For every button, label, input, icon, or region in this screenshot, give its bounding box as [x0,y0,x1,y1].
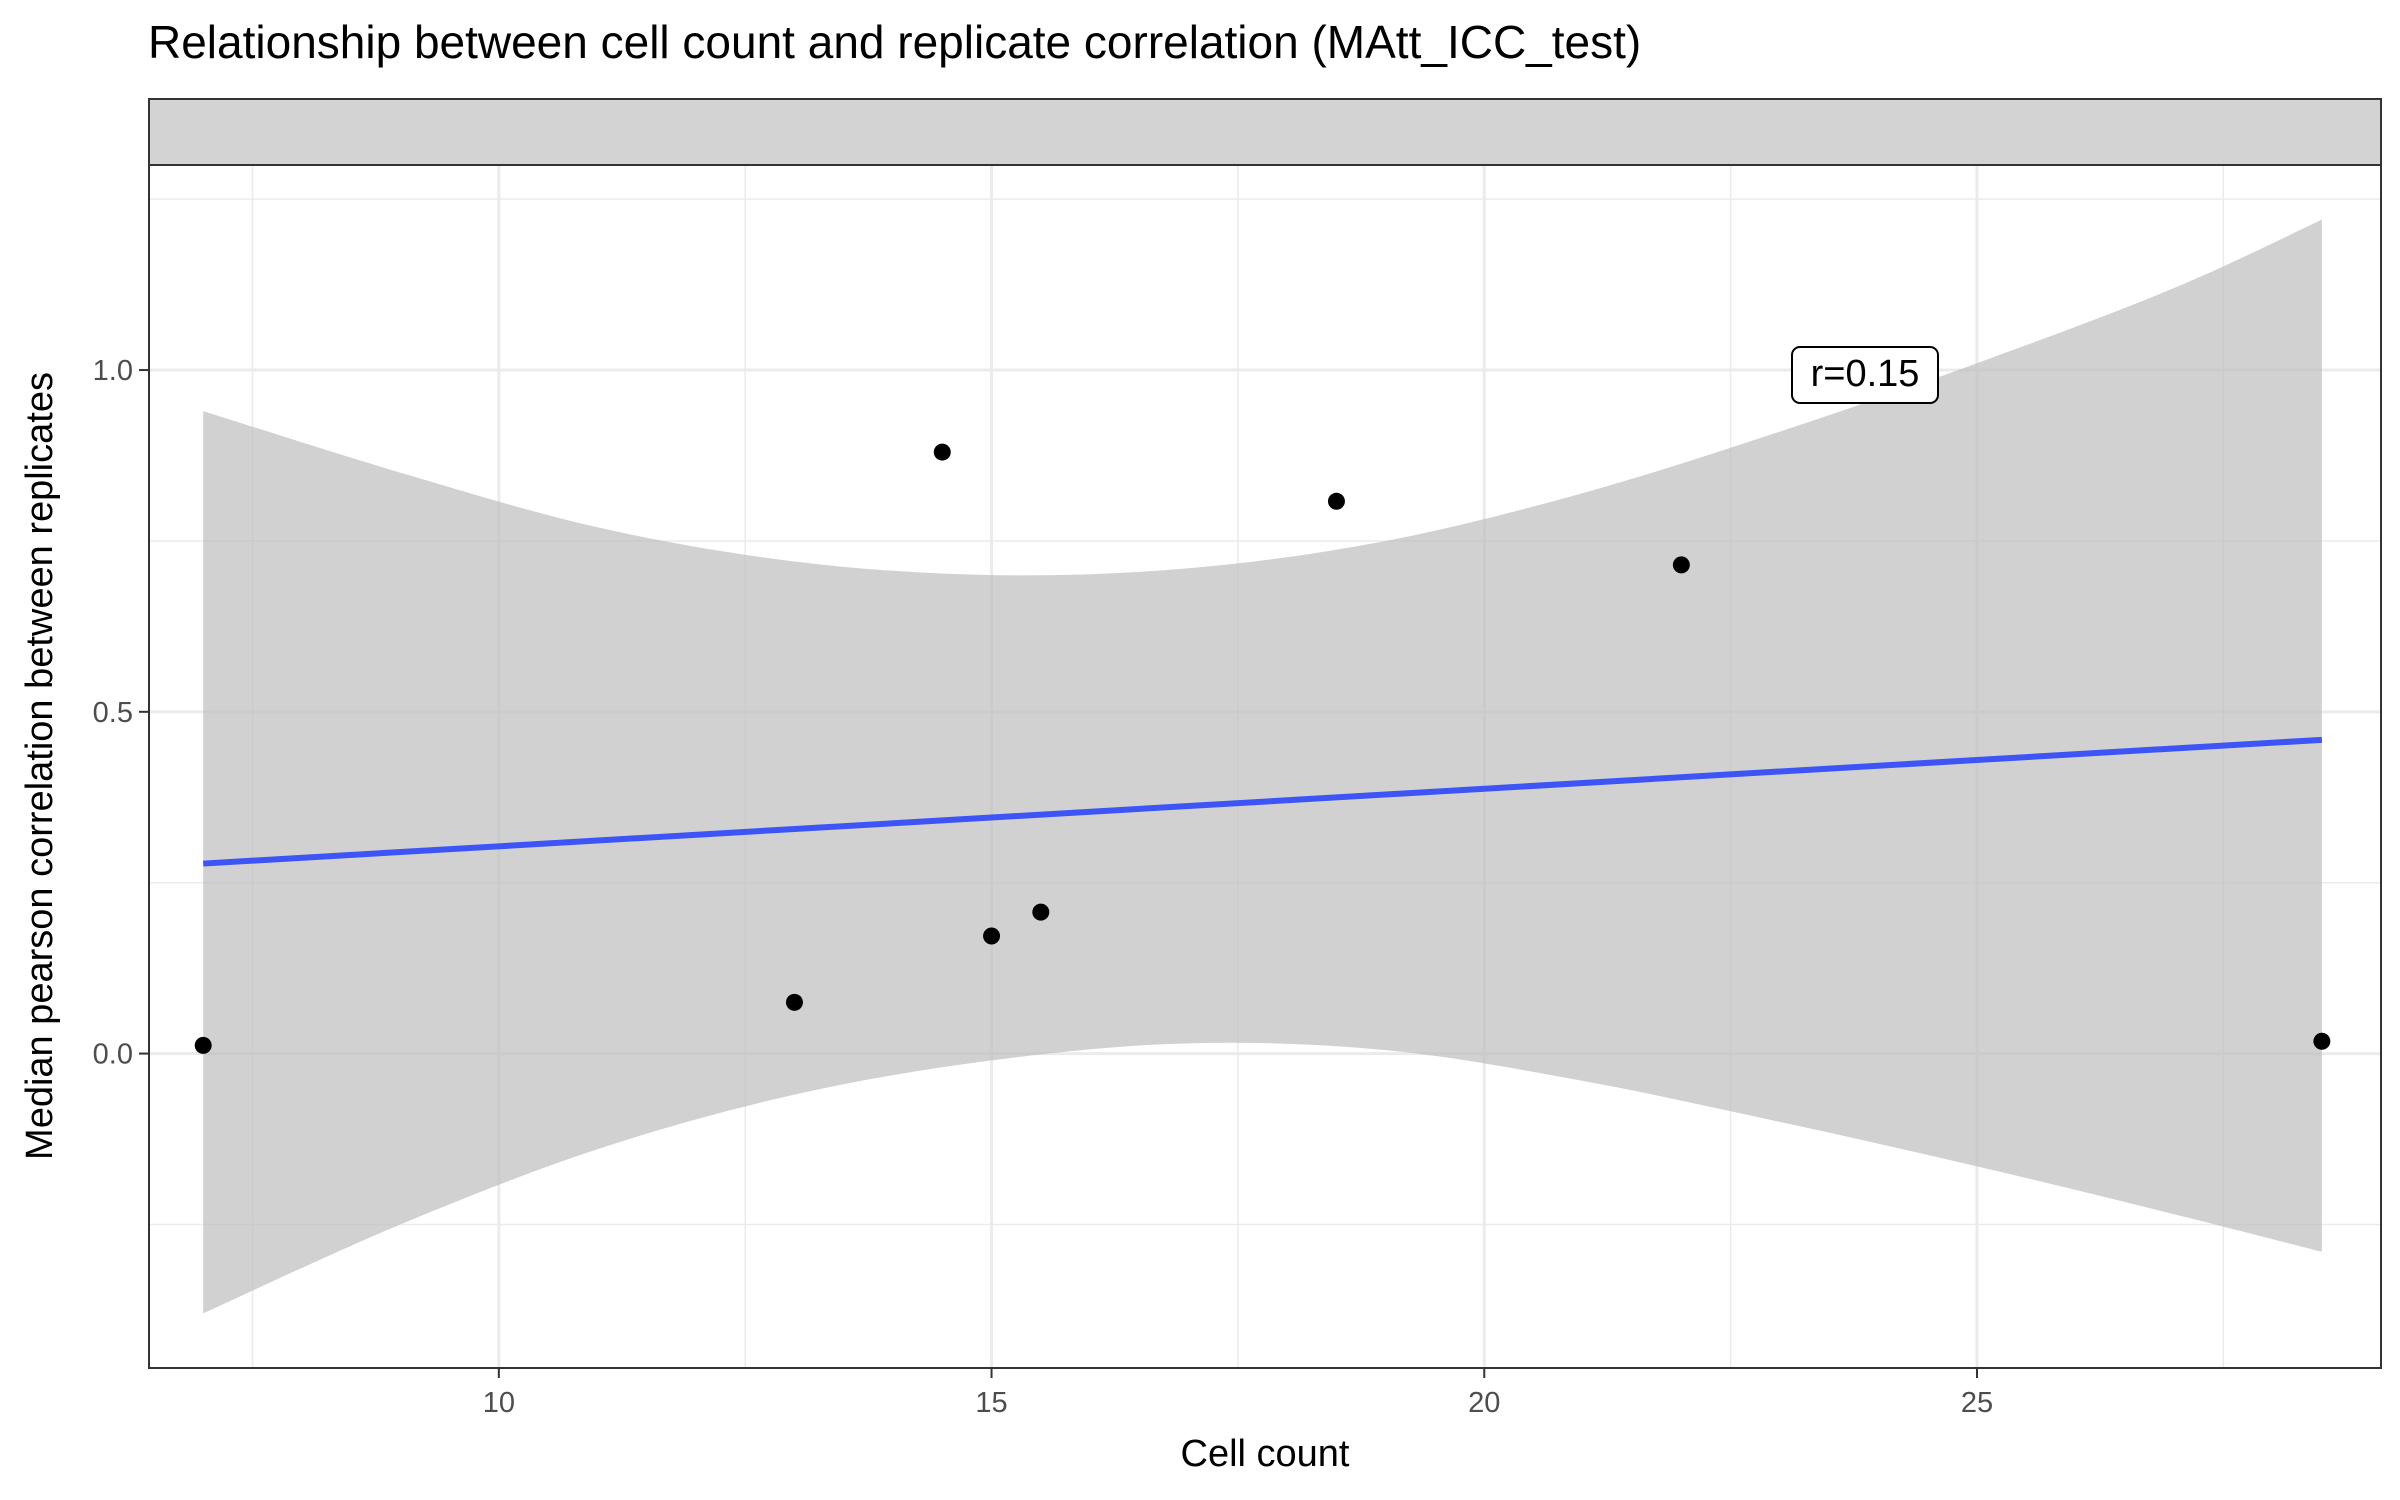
data-point [194,1036,212,1054]
x-tick-label: 25 [1961,1387,1993,1419]
panel-border [148,164,2382,1369]
data-points [194,443,2331,1054]
x-axis: 10 15 20 25 [483,1368,1993,1419]
y-axis-label: Median pearson correlation between repli… [19,372,61,1160]
y-tick-label: 0.0 [93,1039,133,1071]
data-point [1672,556,1690,574]
correlation-label-text: r=0.15 [1811,353,1920,395]
data-point [933,443,951,461]
data-point [785,993,803,1011]
data-point [983,927,1001,945]
chart-title: Relationship between cell count and repl… [148,16,1641,68]
x-axis-label: Cell count [1181,1433,1350,1475]
regression-line [203,736,2323,867]
facet-strip [148,98,2382,166]
x-tick-label: 15 [975,1387,1007,1419]
y-tick-label: 0.5 [93,697,133,729]
correlation-label: r=0.15 [1791,346,1939,404]
x-tick-label: 20 [1468,1387,1500,1419]
data-point [1327,492,1345,510]
y-axis: 0.0 0.5 1.0 [93,355,149,1071]
y-tick-label: 1.0 [93,355,133,387]
confidence-band [203,219,2322,1314]
x-tick-label: 10 [483,1387,515,1419]
data-point [2313,1032,2331,1050]
data-point [1032,903,1050,921]
